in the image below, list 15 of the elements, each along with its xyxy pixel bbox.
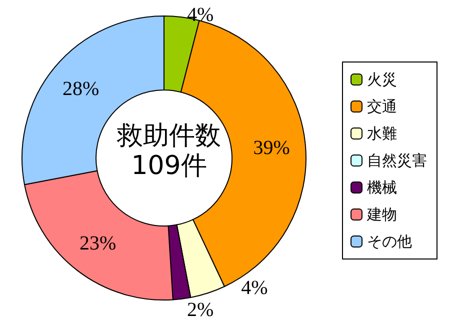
data-label: 4% bbox=[241, 277, 268, 299]
data-label: 23% bbox=[79, 232, 116, 254]
legend-label: その他 bbox=[367, 232, 412, 250]
legend-label: 交通 bbox=[367, 98, 397, 116]
data-label: 4% bbox=[187, 4, 214, 26]
text: 救助件数 bbox=[116, 121, 221, 151]
legend-label: 火災 bbox=[367, 70, 397, 88]
legend-label: 自然災害 bbox=[367, 152, 427, 170]
data-label: 2% bbox=[187, 299, 214, 321]
text: 109件 bbox=[131, 151, 207, 181]
data-label: 28% bbox=[62, 78, 100, 100]
data-label: 39% bbox=[253, 136, 290, 159]
legend-label: 水難 bbox=[367, 124, 397, 142]
legend-label: 機械 bbox=[367, 178, 397, 196]
legend-label: 建物 bbox=[366, 206, 397, 224]
